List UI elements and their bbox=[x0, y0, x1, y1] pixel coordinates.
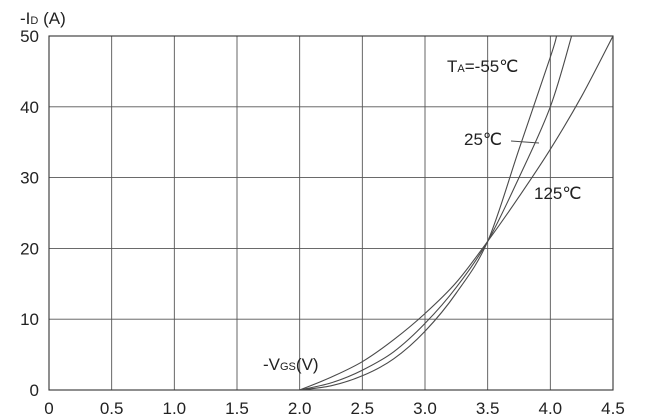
x-tick-label: 0 bbox=[44, 399, 53, 418]
x-tick-label: 4.0 bbox=[539, 399, 563, 418]
y-tick-label: 20 bbox=[20, 239, 39, 258]
curve-25c bbox=[299, 36, 573, 390]
curve-125c bbox=[299, 36, 613, 390]
series-label-125c: 125℃ bbox=[534, 184, 581, 203]
x-tick-label: 2.5 bbox=[351, 399, 375, 418]
y-tick-label: 10 bbox=[20, 310, 39, 329]
x-tick-label: 1.0 bbox=[163, 399, 187, 418]
plot-frame bbox=[48, 35, 614, 391]
grid bbox=[48, 35, 614, 391]
x-tick-label: 1.5 bbox=[225, 399, 249, 418]
x-tick-label: 0.5 bbox=[100, 399, 124, 418]
x-tick-label: 2.0 bbox=[288, 399, 312, 418]
y-tick-labels: 0 10 20 30 40 50 bbox=[20, 27, 39, 400]
series-label-minus55c: TA=-55℃ bbox=[447, 57, 518, 76]
series-label-25c: 25℃ bbox=[464, 130, 502, 149]
x-tick-label: 3.5 bbox=[476, 399, 500, 418]
x-tick-label: 3.0 bbox=[413, 399, 437, 418]
y-tick-label: 40 bbox=[20, 98, 39, 117]
y-tick-label: 50 bbox=[20, 27, 39, 46]
y-axis-label: -ID (A) bbox=[20, 9, 66, 28]
x-axis-label: -VGS(V) bbox=[263, 355, 319, 374]
x-tick-labels: 0 0.5 1.0 1.5 2.0 2.5 3.0 3.5 4.0 4.5 bbox=[44, 399, 625, 418]
x-tick-label: 4.5 bbox=[601, 399, 625, 418]
y-tick-label: 0 bbox=[30, 381, 39, 400]
curve-minus55c bbox=[299, 36, 558, 390]
curves bbox=[299, 36, 613, 390]
series-label-leader-25c bbox=[510, 140, 540, 144]
y-tick-label: 30 bbox=[20, 169, 39, 188]
